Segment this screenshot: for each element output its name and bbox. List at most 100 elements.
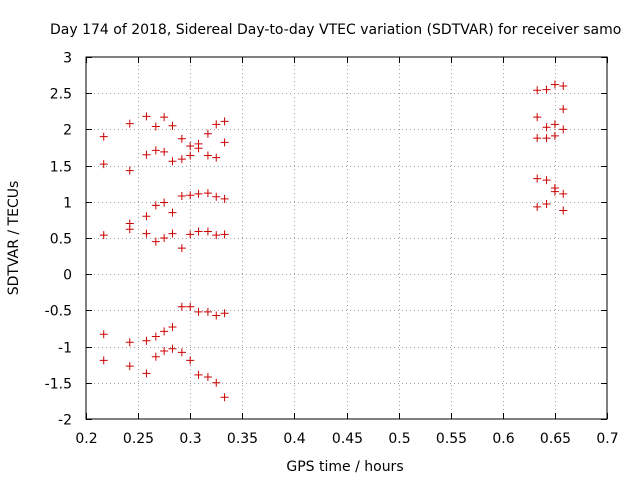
chart-title: Day 174 of 2018, Sidereal Day-to-day VTE… bbox=[50, 22, 621, 38]
data-point bbox=[99, 132, 108, 141]
data-point bbox=[177, 244, 186, 253]
data-point bbox=[212, 120, 221, 129]
x-tick-label: 0.7 bbox=[596, 431, 618, 447]
data-point bbox=[151, 201, 160, 210]
data-point bbox=[186, 151, 195, 160]
data-point bbox=[559, 105, 568, 114]
y-tick-label: 3 bbox=[63, 51, 72, 67]
data-point bbox=[142, 336, 151, 345]
data-point bbox=[194, 189, 203, 198]
data-point bbox=[168, 157, 177, 166]
data-point bbox=[186, 191, 195, 200]
data-point bbox=[151, 237, 160, 246]
data-point bbox=[125, 338, 134, 347]
data-point bbox=[160, 346, 169, 355]
data-point bbox=[151, 146, 160, 155]
data-point bbox=[212, 231, 221, 240]
data-point bbox=[168, 229, 177, 238]
data-point bbox=[542, 134, 551, 143]
data-point bbox=[168, 208, 177, 217]
data-point bbox=[550, 80, 559, 89]
x-tick-label: 0.3 bbox=[179, 431, 201, 447]
data-point bbox=[160, 113, 169, 122]
data-point bbox=[220, 309, 229, 318]
y-axis-tick-labels: -2 -1.5 -1 -0.5 0 0.5 1 1.5 2 2.5 3 bbox=[45, 51, 72, 429]
data-point bbox=[142, 150, 151, 159]
data-point bbox=[212, 311, 221, 320]
data-point bbox=[194, 144, 203, 153]
x-tick-label: 0.2 bbox=[75, 431, 97, 447]
data-point bbox=[203, 307, 212, 316]
y-tick-label: 1 bbox=[63, 196, 72, 212]
data-point bbox=[125, 225, 134, 234]
data-point bbox=[177, 348, 186, 357]
data-point bbox=[220, 393, 229, 402]
data-point bbox=[550, 131, 559, 140]
data-point bbox=[212, 153, 221, 162]
data-point bbox=[151, 332, 160, 341]
y-axis-label: SDTVAR / TECUs bbox=[6, 181, 22, 296]
data-point bbox=[203, 151, 212, 160]
data-point bbox=[160, 327, 169, 336]
data-point bbox=[99, 160, 108, 169]
x-axis-tick-labels: 0.2 0.25 0.3 0.35 0.4 0.45 0.5 0.55 0.6 0.65 0.7 bbox=[75, 431, 618, 447]
data-points bbox=[99, 80, 568, 402]
x-tick-label: 0.25 bbox=[123, 431, 154, 447]
data-point bbox=[220, 230, 229, 239]
data-point bbox=[142, 212, 151, 221]
data-point bbox=[177, 155, 186, 164]
x-tick-label: 0.4 bbox=[283, 431, 305, 447]
data-point bbox=[559, 189, 568, 198]
data-point bbox=[220, 138, 229, 147]
data-point bbox=[186, 142, 195, 151]
data-point bbox=[125, 119, 134, 128]
data-point bbox=[550, 120, 559, 129]
data-point bbox=[160, 147, 169, 156]
data-point bbox=[168, 121, 177, 130]
data-point bbox=[212, 378, 221, 387]
x-tick-label: 0.65 bbox=[540, 431, 571, 447]
x-axis-label: GPS time / hours bbox=[286, 459, 403, 475]
data-point bbox=[151, 352, 160, 361]
data-point bbox=[99, 231, 108, 240]
data-point bbox=[203, 189, 212, 198]
x-tick-label: 0.35 bbox=[227, 431, 258, 447]
data-point bbox=[194, 370, 203, 379]
data-point bbox=[125, 166, 134, 175]
data-point bbox=[559, 125, 568, 134]
data-point bbox=[220, 194, 229, 203]
data-point bbox=[533, 86, 542, 95]
data-point bbox=[177, 192, 186, 201]
data-point bbox=[559, 206, 568, 215]
y-tick-label: 2.5 bbox=[50, 87, 72, 103]
data-point bbox=[203, 227, 212, 236]
data-point bbox=[194, 307, 203, 316]
data-point bbox=[220, 117, 229, 126]
data-point bbox=[203, 373, 212, 382]
y-tick-label: -1 bbox=[58, 341, 72, 357]
data-point bbox=[550, 187, 559, 196]
data-point bbox=[99, 330, 108, 339]
data-point bbox=[142, 229, 151, 238]
data-point bbox=[533, 202, 542, 211]
data-point bbox=[186, 302, 195, 311]
y-tick-label: -1.5 bbox=[45, 377, 72, 393]
data-point bbox=[542, 176, 551, 185]
data-point bbox=[203, 129, 212, 138]
data-point bbox=[99, 356, 108, 365]
data-point bbox=[542, 123, 551, 132]
y-tick-label: 0 bbox=[63, 268, 72, 284]
data-point bbox=[542, 85, 551, 94]
axis-ticks bbox=[86, 57, 608, 420]
data-point bbox=[533, 134, 542, 143]
data-point bbox=[142, 112, 151, 121]
data-point bbox=[168, 344, 177, 353]
data-point bbox=[177, 134, 186, 143]
data-point bbox=[559, 81, 568, 90]
data-point bbox=[533, 174, 542, 183]
x-tick-label: 0.5 bbox=[388, 431, 410, 447]
data-point bbox=[160, 234, 169, 242]
data-point bbox=[186, 230, 195, 239]
